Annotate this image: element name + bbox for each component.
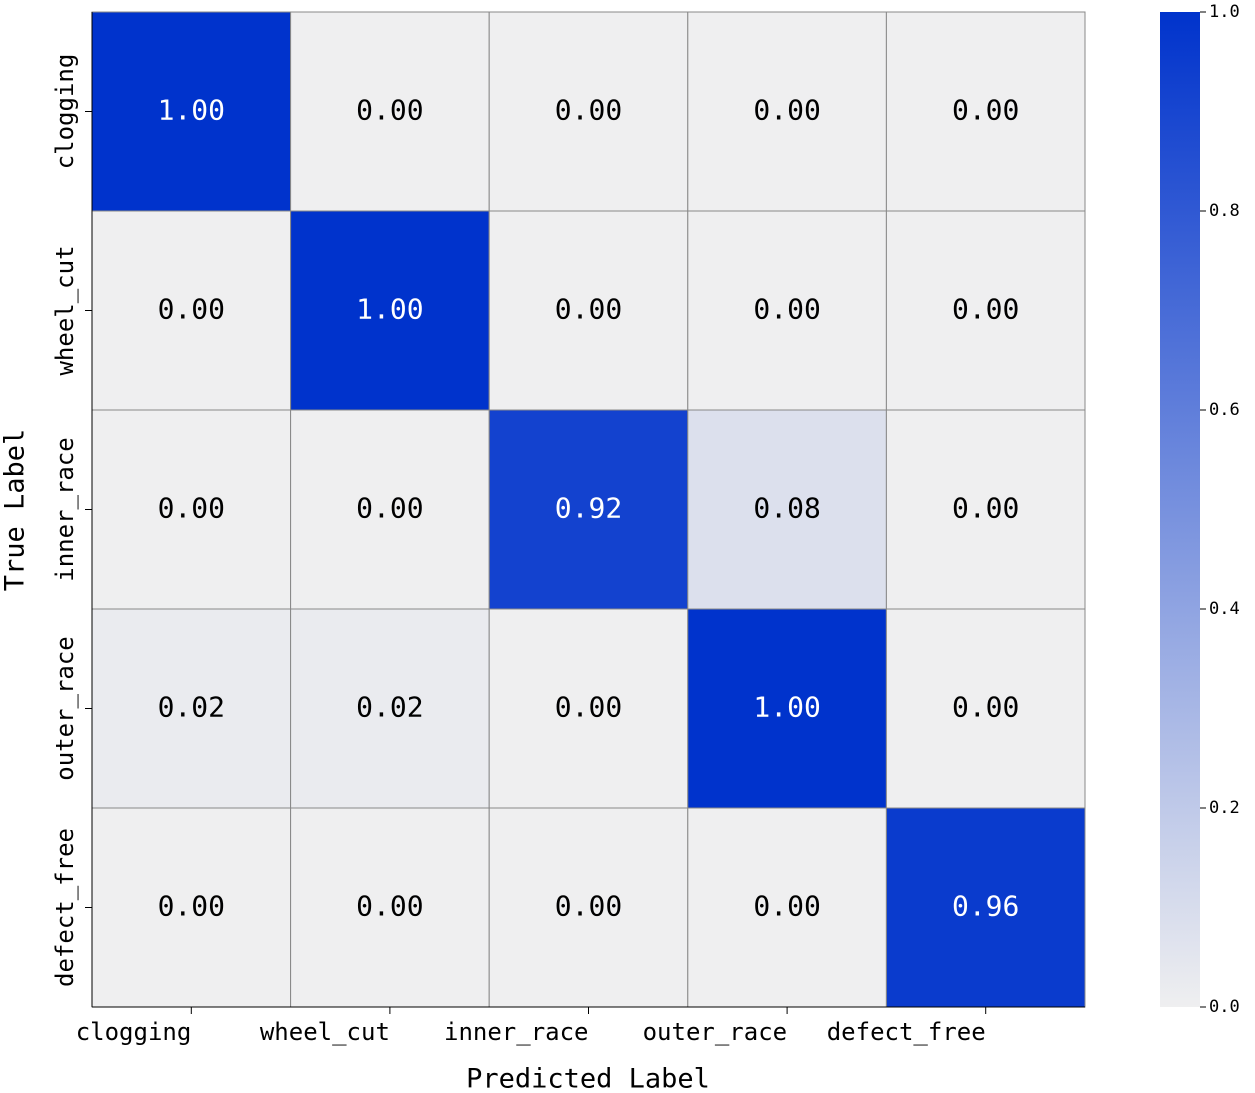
cell — [885, 409, 1086, 610]
colorbar — [1160, 12, 1200, 1007]
cell-label: 0.00 — [753, 94, 820, 127]
cell — [290, 210, 490, 411]
colorbar-tick-label: 0.0 — [1209, 997, 1240, 1017]
colorbar-tick-label: 0.2 — [1209, 798, 1240, 818]
colorbar-tick-label: 0.8 — [1209, 201, 1240, 221]
cell — [290, 807, 490, 1008]
cell-label: 0.00 — [555, 890, 622, 923]
cell — [290, 409, 490, 610]
cell-label: 0.00 — [356, 492, 423, 525]
cell-label: 1.00 — [356, 293, 423, 326]
cell-label: 0.08 — [753, 492, 820, 525]
cell-label: 0.00 — [158, 492, 225, 525]
y-tick-label: wheel_cut — [51, 245, 79, 375]
cell — [488, 11, 689, 212]
cell — [885, 608, 1086, 809]
cell-label: 1.00 — [158, 94, 225, 127]
cell — [488, 608, 689, 809]
cell-label: 0.92 — [555, 492, 622, 525]
cell — [91, 11, 292, 212]
cell-label: 0.00 — [952, 94, 1019, 127]
cell — [91, 210, 292, 411]
x-tick-label: clogging — [76, 1018, 192, 1046]
cell-label: 0.00 — [158, 890, 225, 923]
cell — [687, 11, 887, 212]
cell-label: 0.00 — [356, 890, 423, 923]
cell-label: 0.00 — [555, 691, 622, 724]
x-axis-label: Predicted Label — [466, 1064, 710, 1093]
x-tick-label: wheel_cut — [260, 1018, 390, 1046]
cell-label: 0.00 — [356, 94, 423, 127]
cell — [290, 608, 490, 809]
cell — [687, 409, 887, 610]
y-tick-label: outer_race — [51, 636, 79, 781]
cell — [290, 11, 490, 212]
cell — [488, 210, 689, 411]
cell-label: 1.00 — [753, 691, 820, 724]
x-tick-label: inner_race — [444, 1018, 589, 1046]
cell — [488, 807, 689, 1008]
colorbar-tick-label: 0.6 — [1209, 400, 1240, 420]
y-tick-label: defect_free — [51, 828, 79, 987]
cell-label: 0.02 — [158, 691, 225, 724]
cell-label: 0.00 — [952, 293, 1019, 326]
y-axis-label: True Label — [0, 429, 31, 592]
cell-label: 0.00 — [753, 890, 820, 923]
cell-label: 0.00 — [952, 691, 1019, 724]
cell — [687, 608, 887, 809]
cell-label: 0.96 — [952, 890, 1019, 923]
cell — [885, 11, 1086, 212]
cell-label: 0.00 — [555, 293, 622, 326]
cell-label: 0.00 — [555, 94, 622, 127]
y-tick-label: clogging — [51, 54, 79, 170]
x-tick-label: outer_race — [643, 1018, 788, 1046]
cell — [488, 409, 689, 610]
colorbar-tick-label: 1.0 — [1209, 2, 1240, 22]
cell-label: 0.00 — [753, 293, 820, 326]
cell — [885, 210, 1086, 411]
cell-label: 0.00 — [952, 492, 1019, 525]
x-tick-label: defect_free — [827, 1018, 986, 1046]
cell — [885, 807, 1086, 1008]
cell-label: 0.02 — [356, 691, 423, 724]
cell — [91, 807, 292, 1008]
colorbar-tick-label: 0.4 — [1209, 599, 1240, 619]
y-tick-label: inner_race — [51, 437, 79, 582]
cell-label: 0.00 — [158, 293, 225, 326]
